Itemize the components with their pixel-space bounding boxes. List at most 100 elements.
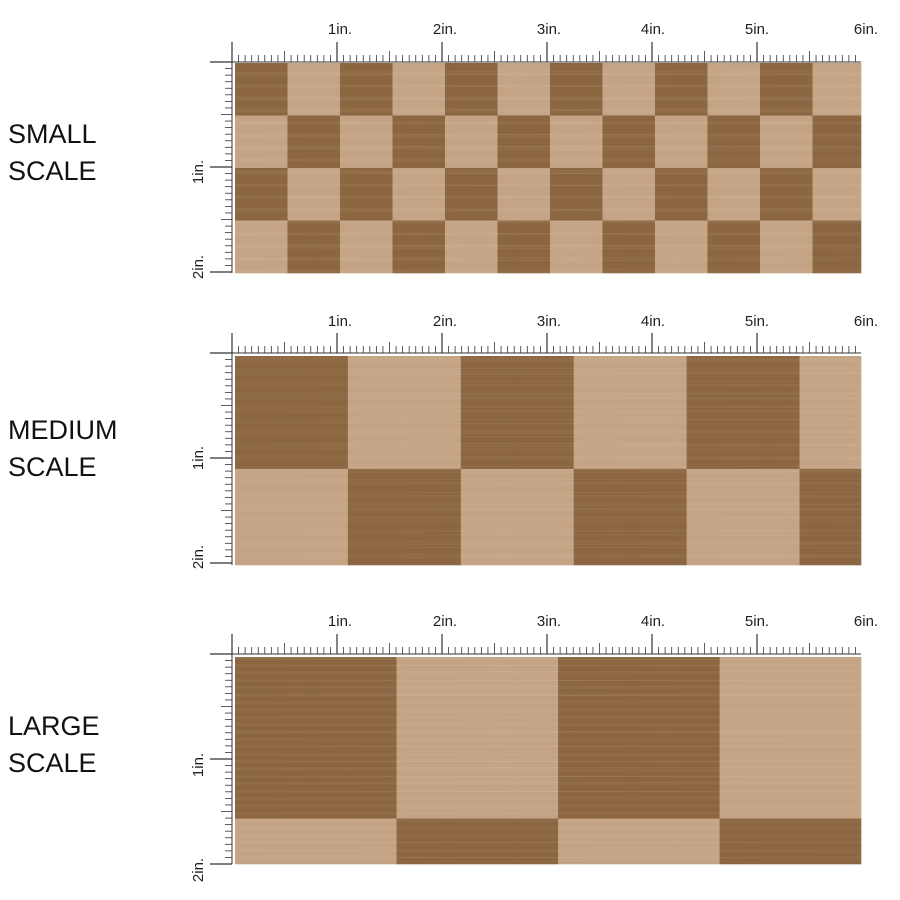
- medium-vertical-ruler-labels: 1in. 2in.: [190, 446, 207, 569]
- medium-texture-line: [234, 373, 862, 376]
- medium-texture-line: [234, 533, 862, 536]
- small-texture-line: [234, 145, 862, 148]
- small-check-square: [707, 63, 761, 116]
- large-scale-label-line1: LARGE: [8, 711, 100, 741]
- small-check-square: [602, 63, 656, 116]
- small-texture-line: [234, 196, 862, 199]
- large-vruler-label-1in: 1in.: [190, 753, 207, 777]
- large-texture-line: [234, 766, 862, 769]
- medium-scale-label-line1: MEDIUM: [8, 415, 118, 445]
- large-texture-line: [234, 790, 862, 793]
- small-check-square: [287, 220, 341, 274]
- large-ruler-label-5in: 5in.: [745, 613, 769, 630]
- large-ruler-label-6in: 6in.: [854, 613, 878, 630]
- small-check-square: [760, 168, 813, 221]
- large-ruler-label-2in: 2in.: [433, 613, 457, 630]
- small-check-square: [287, 168, 341, 221]
- small-texture-line: [234, 172, 862, 175]
- medium-vruler-label-2in: 2in.: [190, 545, 207, 569]
- medium-texture-line: [234, 422, 862, 425]
- medium-texture-line: [234, 357, 862, 360]
- large-texture-line: [234, 850, 862, 853]
- medium-texture-line: [234, 481, 862, 484]
- medium-texture-line: [234, 530, 862, 533]
- large-scale-label: LARGE SCALE: [8, 708, 100, 782]
- large-texture-line: [234, 670, 862, 673]
- small-texture-line: [234, 184, 862, 187]
- medium-check-square: [347, 356, 462, 470]
- medium-ruler-swatch: 1in. 2in. 3in. 4in. 5in. 6in. 1in. 2in.: [190, 313, 878, 569]
- large-check-square: [396, 818, 559, 865]
- medium-texture-line: [234, 383, 862, 386]
- large-texture-line: [234, 679, 862, 682]
- small-check-square: [340, 168, 393, 221]
- medium-checker-swatch: [234, 354, 862, 566]
- large-vertical-ruler: [210, 653, 233, 865]
- medium-texture-line: [234, 468, 862, 471]
- small-texture-line: [234, 73, 862, 76]
- small-texture-line: [234, 121, 862, 124]
- small-check-square: [287, 115, 341, 169]
- medium-texture-line: [234, 491, 862, 494]
- medium-check-square: [799, 356, 862, 470]
- large-check-square: [719, 657, 862, 819]
- medium-texture-line: [234, 471, 862, 474]
- medium-texture-line: [234, 504, 862, 507]
- large-texture-line: [234, 694, 862, 697]
- large-texture-line: [234, 715, 862, 718]
- large-texture-line: [234, 754, 862, 757]
- medium-texture-line: [234, 396, 862, 399]
- large-texture-line: [234, 664, 862, 667]
- small-check-square: [760, 115, 813, 169]
- large-texture-line: [234, 835, 862, 838]
- medium-check-square: [235, 356, 349, 470]
- medium-texture-line: [234, 448, 862, 451]
- small-texture-line: [234, 136, 862, 139]
- medium-vruler-label-1in: 1in.: [190, 446, 207, 470]
- medium-scale-section: MEDIUM SCALE 1in. 2in. 3in. 4in. 5in. 6i…: [0, 295, 900, 585]
- large-texture-line: [234, 805, 862, 808]
- large-texture-line: [234, 760, 862, 763]
- small-texture-line: [234, 247, 862, 250]
- small-horizontal-ruler: [231, 42, 861, 63]
- small-check-square: [602, 220, 656, 274]
- small-check-square: [550, 115, 603, 169]
- medium-horizontal-ruler-labels: 1in. 2in. 3in. 4in. 5in. 6in.: [328, 313, 878, 330]
- medium-texture-line: [234, 370, 862, 373]
- medium-texture-line: [234, 406, 862, 409]
- small-check-square: [655, 220, 708, 274]
- medium-check-square: [686, 356, 800, 470]
- small-texture-line: [234, 85, 862, 88]
- large-texture-line: [234, 739, 862, 742]
- large-texture-line: [234, 700, 862, 703]
- large-texture-line: [234, 694, 862, 697]
- small-check-square: [392, 168, 446, 221]
- large-texture-line: [234, 679, 862, 682]
- small-texture-line: [234, 73, 862, 76]
- small-texture-line: [234, 70, 862, 73]
- small-check-square: [445, 168, 498, 221]
- small-check-square: [497, 63, 551, 116]
- large-ruler-label-1in: 1in.: [328, 613, 352, 630]
- small-texture-line: [234, 97, 862, 100]
- small-check-square: [340, 220, 393, 274]
- medium-texture-line: [234, 458, 862, 461]
- small-ruler-label-6in: 6in.: [854, 21, 878, 38]
- small-texture-line: [234, 85, 862, 88]
- small-check-square: [497, 168, 551, 221]
- small-texture-line: [234, 208, 862, 211]
- small-scale-section: SMALL SCALE 1in. 2in. 3in. 4in. 5in. 6in…: [0, 0, 900, 290]
- small-texture-line: [234, 184, 862, 187]
- small-check-square: [550, 63, 603, 116]
- small-check-square: [340, 115, 393, 169]
- large-texture-line: [234, 745, 862, 748]
- medium-texture-line: [234, 543, 862, 546]
- small-check-square: [392, 115, 446, 169]
- large-texture-line: [234, 811, 862, 814]
- small-horizontal-ruler-labels: 1in. 2in. 3in. 4in. 5in. 6in.: [328, 21, 878, 38]
- large-texture-line: [234, 781, 862, 784]
- medium-check-square: [686, 468, 800, 566]
- small-texture-line: [234, 232, 862, 235]
- small-check-square: [497, 220, 551, 274]
- small-ruler-label-1in: 1in.: [328, 21, 352, 38]
